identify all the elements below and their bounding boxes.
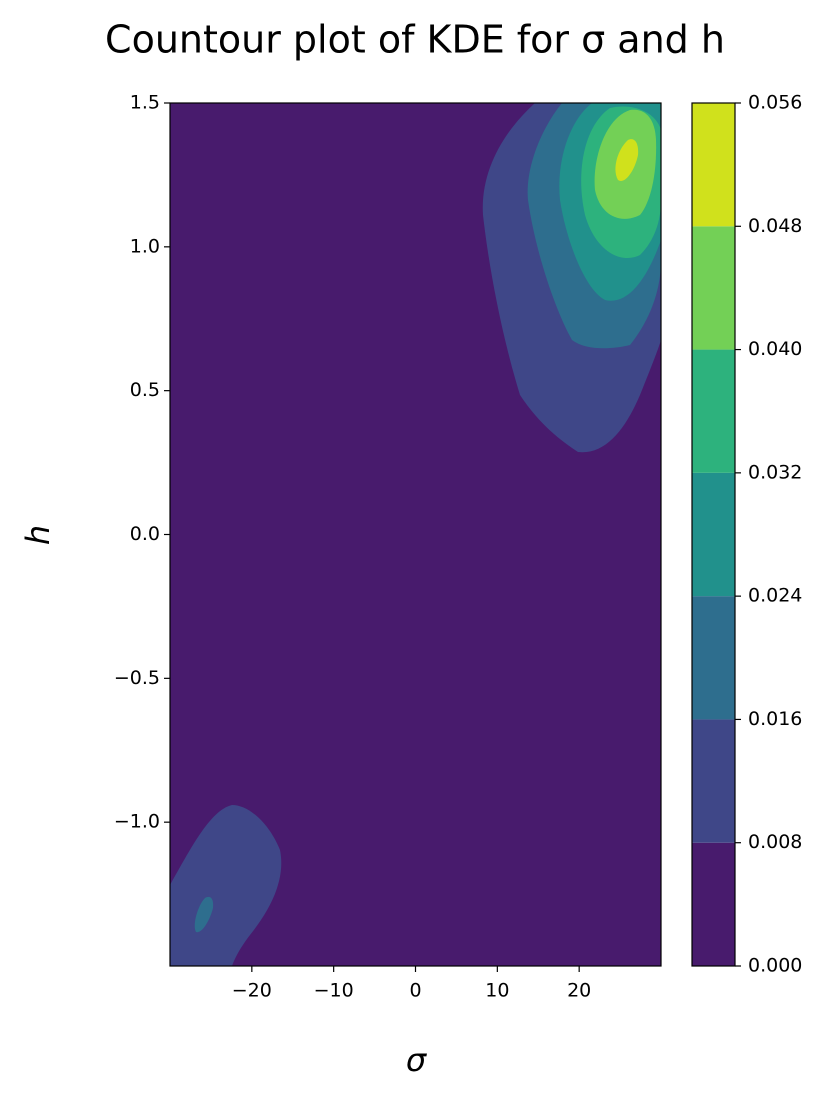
colorbar-tick-label: 0.056 bbox=[748, 92, 802, 114]
colorbar-tick-label: 0.048 bbox=[748, 215, 802, 237]
x-tick-label: 10 bbox=[485, 980, 509, 1002]
colorbar-band bbox=[692, 842, 735, 966]
y-tick-label: 0.0 bbox=[130, 523, 160, 545]
x-tick-label: −10 bbox=[314, 980, 354, 1002]
x-tick-label: −20 bbox=[232, 980, 272, 1002]
colorbar-tick-label: 0.032 bbox=[748, 461, 802, 483]
colorbar-band bbox=[692, 103, 735, 227]
y-tick-label: −0.5 bbox=[114, 667, 160, 689]
y-tick-label: 1.5 bbox=[130, 92, 160, 114]
colorbar-band bbox=[692, 349, 735, 473]
colorbar-band bbox=[692, 226, 735, 350]
x-tick-label: 20 bbox=[567, 980, 591, 1002]
x-tick-label: 0 bbox=[409, 980, 421, 1002]
contour-regions bbox=[170, 103, 661, 966]
colorbar-band bbox=[692, 719, 735, 843]
colorbar-tick-label: 0.016 bbox=[748, 708, 802, 730]
y-tick-label: −1.0 bbox=[114, 811, 160, 833]
chart-title: Countour plot of KDE for σ and h bbox=[105, 18, 725, 62]
colorbar-band bbox=[692, 472, 735, 597]
y-axis-label: h bbox=[19, 525, 57, 545]
x-axis-label: σ bbox=[406, 1041, 428, 1079]
contour-region bbox=[615, 139, 639, 181]
colorbar-tick-label: 0.008 bbox=[748, 831, 802, 853]
contour-region bbox=[194, 896, 214, 933]
colorbar-tick-label: 0.000 bbox=[748, 955, 802, 977]
colorbar-tick-label: 0.040 bbox=[748, 338, 802, 360]
colorbar-frame bbox=[691, 102, 736, 967]
y-tick-label: 0.5 bbox=[130, 379, 160, 401]
colorbar-tick-label: 0.024 bbox=[748, 585, 802, 607]
colorbar-band bbox=[692, 596, 735, 720]
y-tick-label: 1.0 bbox=[130, 235, 160, 257]
